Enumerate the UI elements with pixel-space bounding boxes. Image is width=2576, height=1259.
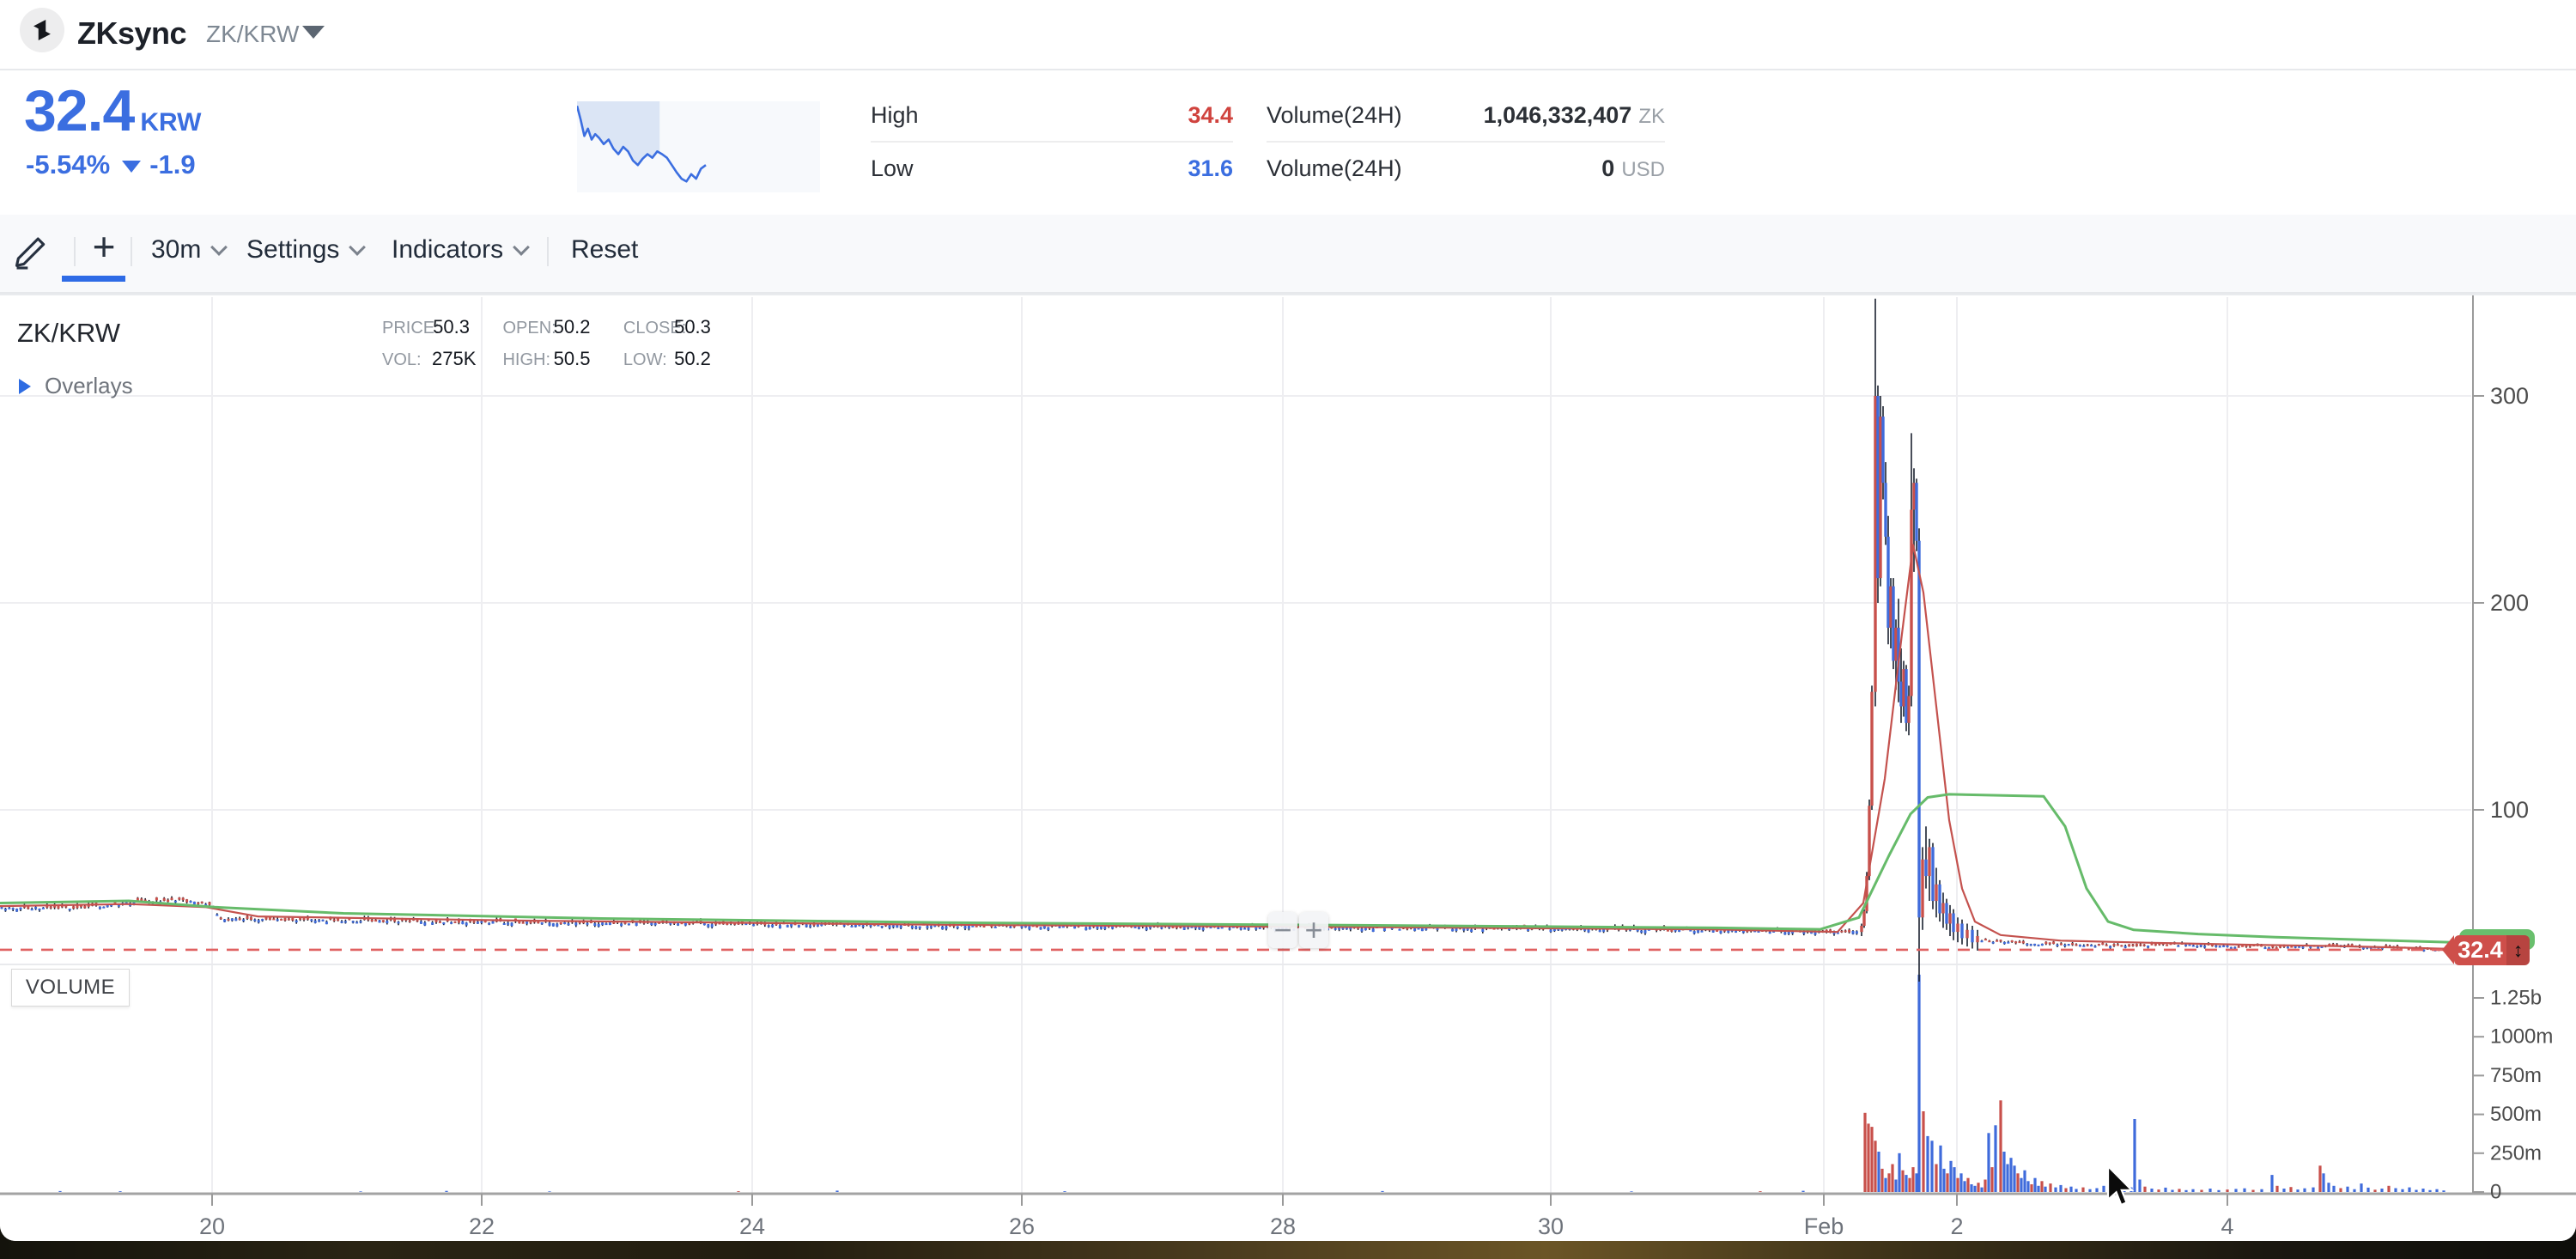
volume-usd-unit: USD (1621, 157, 1665, 181)
low-label: Low (871, 155, 914, 181)
zoom-out-button[interactable]: − (1268, 912, 1297, 948)
volume-zk-value: 1,046,332,407 (1483, 101, 1632, 128)
overlays-toggle[interactable]: Overlays (19, 373, 133, 399)
svg-text:30: 30 (1538, 1213, 1564, 1239)
svg-text:100: 100 (2490, 797, 2529, 823)
toolbar-divider (131, 237, 132, 266)
high-label: High (871, 101, 919, 128)
price-change-row: -5.54% -1.9 (26, 149, 196, 180)
svg-text:26: 26 (1009, 1213, 1035, 1239)
coin-pair-label: ZK/KRW (206, 21, 300, 47)
current-price-value: 32.4 (24, 78, 135, 143)
svg-text:2: 2 (1950, 1213, 1963, 1239)
triangle-right-icon (19, 378, 31, 394)
current-price: 32.4 KRW (24, 77, 201, 144)
chevron-down-icon (513, 239, 530, 256)
reset-button[interactable]: Reset (571, 235, 639, 264)
active-tab-underline (62, 276, 125, 282)
chevron-down-icon (349, 239, 367, 256)
add-indicator-button[interactable]: + (92, 224, 116, 269)
chevron-down-icon (210, 239, 228, 256)
volume-usd-value: 0 (1601, 155, 1615, 181)
svg-text:250m: 250m (2490, 1141, 2542, 1165)
ohlc-row-2: VOL: 275K HIGH: 50.5 LOW: 50.2 (382, 348, 711, 369)
change-absolute: -1.9 (149, 149, 196, 179)
svg-text:1000m: 1000m (2490, 1025, 2553, 1049)
draw-tool-icon[interactable] (12, 228, 50, 270)
overlays-label: Overlays (45, 373, 133, 398)
indicators-dropdown[interactable]: Indicators (392, 235, 530, 265)
svg-text:300: 300 (2490, 383, 2529, 409)
svg-text:200: 200 (2490, 590, 2529, 616)
ohlc-legend: PRICE:50.3 OPEN:50.2 CLOSE:50.3 VOL: 275K… (382, 313, 711, 376)
svg-text:28: 28 (1270, 1213, 1296, 1239)
zksync-logo-icon (20, 8, 64, 52)
svg-text:20: 20 (199, 1213, 225, 1239)
coin-title: ZKsync (77, 15, 187, 51)
down-arrow-icon (122, 161, 142, 173)
price-summary-section: 32.4 KRW -5.54% -1.9 High 34.4 Low 31.6 … (0, 70, 2576, 215)
low-row: Low 31.6 (871, 141, 1233, 194)
svg-text:750m: 750m (2490, 1064, 2542, 1087)
pair-dropdown-caret-icon[interactable] (302, 26, 325, 39)
volume-usd-label: Volume(24H) (1267, 155, 1402, 181)
volume-panel: Volume(24H) 1,046,332,407 ZK Volume(24H) … (1267, 89, 1665, 194)
high-low-panel: High 34.4 Low 31.6 (871, 89, 1233, 194)
chart-symbol-label: ZK/KRW (17, 318, 120, 348)
current-price-currency: KRW (140, 108, 202, 137)
mouse-cursor (2105, 1164, 2136, 1213)
chart-area: 300 200 100 1.25b 1000m 750m 500m 250m 0 20 22 24 26… (0, 294, 2576, 1241)
chart-toolbar: + 30m Settings Indicators Reset (0, 215, 2576, 294)
svg-text:24: 24 (739, 1213, 765, 1239)
svg-text:Feb: Feb (1804, 1213, 1844, 1239)
svg-text:1.25b: 1.25b (2490, 987, 2542, 1010)
low-value: 31.6 (1188, 155, 1233, 181)
change-percent: -5.54% (26, 149, 111, 179)
zoom-in-button[interactable]: + (1299, 912, 1328, 948)
drag-updown-icon[interactable]: ↕ (2506, 935, 2530, 965)
high-value: 34.4 (1188, 101, 1233, 128)
volume-pane-label: VOLUME (11, 969, 130, 1007)
price-tag-value: 32.4 (2458, 937, 2503, 963)
svg-text:500m: 500m (2490, 1103, 2542, 1126)
interval-dropdown[interactable]: 30m (151, 235, 228, 265)
toolbar-divider (74, 237, 76, 266)
settings-dropdown[interactable]: Settings (246, 235, 367, 265)
high-row: High 34.4 (871, 89, 1233, 141)
volume-zk-label: Volume(24H) (1267, 101, 1402, 128)
current-price-tag: 32.4 ↕ (2442, 935, 2530, 965)
svg-text:0: 0 (2490, 1181, 2501, 1204)
volume-usd-row: Volume(24H) 0 USD (1267, 141, 1665, 194)
volume-zk-row: Volume(24H) 1,046,332,407 ZK (1267, 89, 1665, 141)
volume-zk-unit: ZK (1638, 104, 1665, 128)
ohlc-row-1: PRICE:50.3 OPEN:50.2 CLOSE:50.3 (382, 316, 711, 338)
svg-text:4: 4 (2221, 1213, 2233, 1239)
svg-text:22: 22 (469, 1213, 495, 1239)
app-header: ZKsync ZK/KRW (0, 0, 2576, 70)
price-sparkline (577, 101, 820, 192)
toolbar-divider (547, 237, 549, 266)
